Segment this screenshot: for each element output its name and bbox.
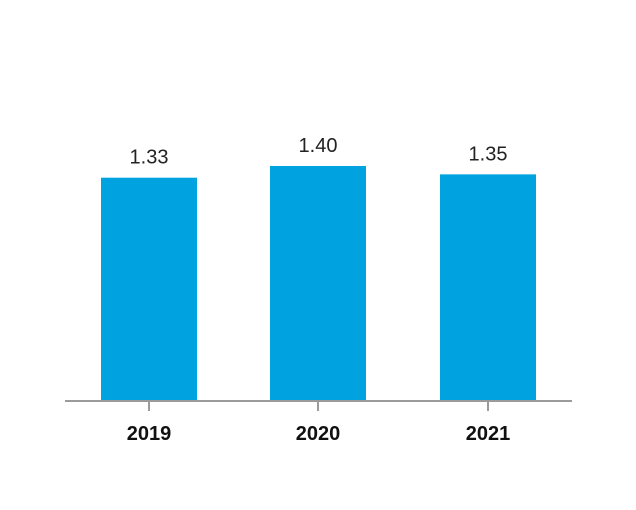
bar-2020 [270, 166, 366, 400]
value-labels-group: 1.33 1.40 1.35 [130, 135, 508, 169]
x-tick-label-2021: 2021 [466, 423, 511, 445]
x-tick-label-2019: 2019 [127, 423, 172, 445]
value-label-2020: 1.40 [299, 135, 338, 157]
x-tick-labels-group: 2019 2020 2021 [127, 423, 511, 445]
bar-2021 [440, 174, 536, 400]
bar-2019 [101, 177, 197, 400]
x-ticks-group [148, 401, 489, 411]
x-tick-label-2020: 2020 [296, 423, 341, 445]
value-label-2021: 1.35 [469, 143, 508, 165]
value-label-2019: 1.33 [130, 147, 169, 169]
bars-group [101, 166, 536, 400]
